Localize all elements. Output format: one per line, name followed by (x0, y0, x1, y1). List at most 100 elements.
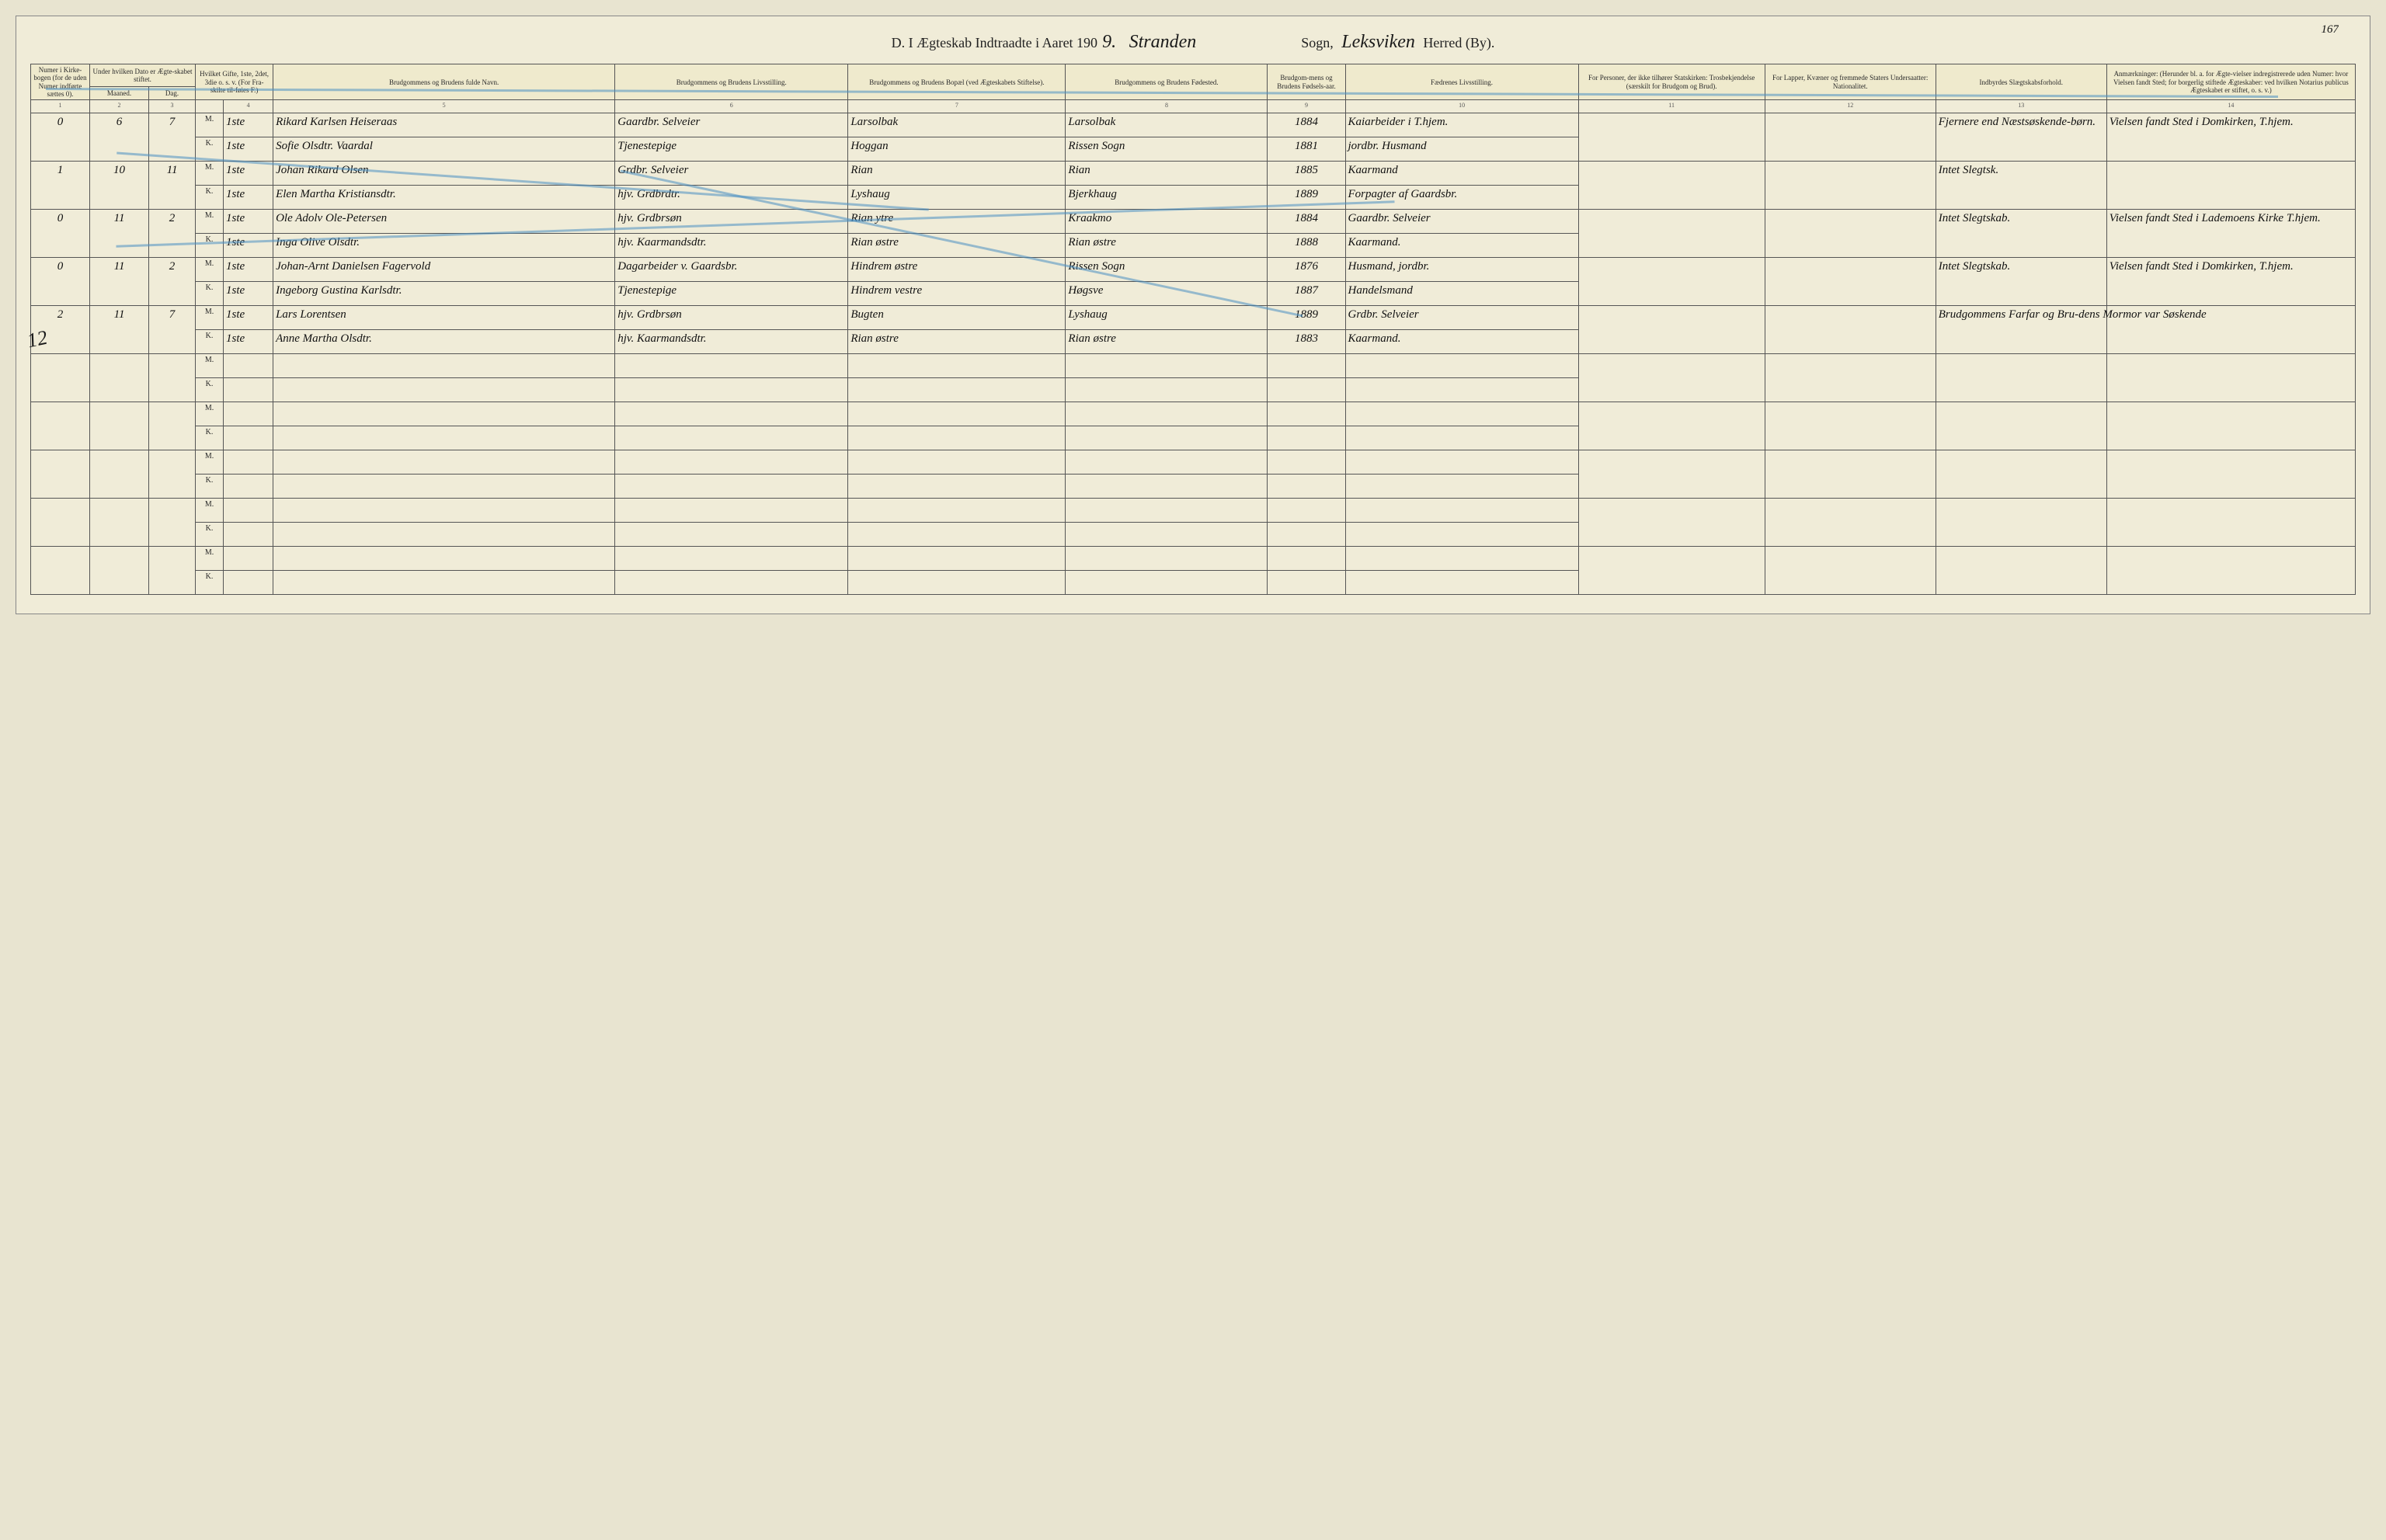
cell-empty (1345, 523, 1578, 547)
cell-empty (1936, 547, 2106, 595)
table-row: 067M.1steRikard Karlsen HeiseraasGaardbr… (31, 113, 2356, 137)
cell-empty (273, 378, 615, 402)
cell-empty (224, 402, 273, 426)
cell-empty (848, 354, 1066, 378)
column-number: 5 (273, 100, 615, 113)
cell-number: 0 (31, 210, 90, 258)
cell-number (31, 450, 90, 499)
cell-residence: Rian ytre (848, 210, 1066, 234)
table-row: 0112M.1steOle Adolv Ole-Petersenhjv. Grd… (31, 210, 2356, 234)
cell-mk: M. (196, 113, 224, 137)
cell-occupation: hjv. Grdbrdtr. (615, 186, 848, 210)
cell-nationality (1765, 113, 1936, 162)
table-row: M. (31, 499, 2356, 523)
cell-empty (1578, 450, 1765, 499)
cell-day: 2 (149, 258, 196, 306)
cell-gifte: 1ste (224, 234, 273, 258)
cell-empty (273, 523, 615, 547)
cell-empty (1578, 402, 1765, 450)
title-prefix: D. I Ægteskab Indtraadte i Aaret 190 (892, 35, 1097, 50)
cell-month (90, 402, 149, 450)
cell-empty (1345, 426, 1578, 450)
cell-father: Gaardbr. Selveier (1345, 210, 1578, 234)
cell-remarks: Vielsen fandt Sted i Lademoens Kirke T.h… (2106, 210, 2355, 258)
cell-empty (224, 426, 273, 450)
cell-day (149, 354, 196, 402)
cell-number: 1 (31, 162, 90, 210)
cell-mk: K. (196, 282, 224, 306)
cell-confession (1578, 210, 1765, 258)
cell-name: Johan Rikard Olsen (273, 162, 615, 186)
cell-birthplace: Rissen Sogn (1066, 258, 1268, 282)
cell-nationality (1765, 210, 1936, 258)
cell-empty (224, 378, 273, 402)
cell-empty (1936, 354, 2106, 402)
th-13: For Lapper, Kvæner og fremmede Staters U… (1765, 64, 1936, 100)
cell-empty (1765, 499, 1936, 547)
cell-empty (1345, 547, 1578, 571)
cell-empty (1345, 475, 1578, 499)
cell-relation: Fjernere end Næstsøskende-børn. (1936, 113, 2106, 162)
cell-occupation: hjv. Grdbrsøn (615, 306, 848, 330)
cell-birthyear: 1889 (1268, 186, 1345, 210)
cell-number (31, 402, 90, 450)
column-number: 9 (1268, 100, 1345, 113)
cell-father: Handelsmand (1345, 282, 1578, 306)
cell-empty (273, 426, 615, 450)
title-year-suffix: 9. (1097, 32, 1121, 52)
cell-mk: K. (196, 426, 224, 450)
cell-mk: M. (196, 547, 224, 571)
cell-mk: K. (196, 523, 224, 547)
cell-name: Inga Olive Olsdtr. (273, 234, 615, 258)
cell-mk: M. (196, 210, 224, 234)
cell-empty (615, 547, 848, 571)
column-number: 13 (1936, 100, 2106, 113)
cell-empty (615, 354, 848, 378)
th-3: Maaned. (90, 87, 149, 100)
cell-empty (1268, 571, 1345, 595)
cell-empty (1268, 354, 1345, 378)
table-row: 2117M.1steLars Lorentsenhjv. GrdbrsønBug… (31, 306, 2356, 330)
cell-mk: M. (196, 499, 224, 523)
cell-relation: Brudgommens Farfar og Bru-dens Mormor va… (1936, 306, 2106, 354)
cell-day: 2 (149, 210, 196, 258)
cell-empty (1268, 523, 1345, 547)
cell-father: jordbr. Husmand (1345, 137, 1578, 162)
table-row: 0112M.1steJohan-Arnt Danielsen Fagervold… (31, 258, 2356, 282)
cell-occupation: Dagarbeider v. Gaardsbr. (615, 258, 848, 282)
cell-month (90, 499, 149, 547)
cell-occupation: hjv. Kaarmandsdtr. (615, 234, 848, 258)
cell-mk: K. (196, 137, 224, 162)
cell-remarks: Vielsen fandt Sted i Domkirken, T.hjem. (2106, 258, 2355, 306)
th-5: Hvilket Gifte, 1ste, 2det, 3die o. s. v.… (196, 64, 273, 100)
cell-empty (1268, 426, 1345, 450)
cell-empty (273, 475, 615, 499)
cell-empty (848, 523, 1066, 547)
cell-month: 10 (90, 162, 149, 210)
cell-birthplace: Rian østre (1066, 234, 1268, 258)
cell-empty (1345, 402, 1578, 426)
cell-empty (848, 378, 1066, 402)
cell-month (90, 450, 149, 499)
cell-empty (1345, 450, 1578, 475)
cell-empty (2106, 450, 2355, 499)
cell-empty (273, 402, 615, 426)
cell-empty (1268, 547, 1345, 571)
cell-day (149, 499, 196, 547)
cell-empty (273, 499, 615, 523)
cell-empty (1765, 402, 1936, 450)
cell-empty (224, 571, 273, 595)
cell-name: Rikard Karlsen Heiseraas (273, 113, 615, 137)
cell-residence: Hoggan (848, 137, 1066, 162)
table-row: M. (31, 547, 2356, 571)
cell-birthyear: 1889 (1268, 306, 1345, 330)
cell-empty (848, 426, 1066, 450)
ledger-table: Numer i Kirke-bogen (for de uden Numer i… (30, 64, 2356, 595)
cell-empty (273, 571, 615, 595)
column-number: 12 (1765, 100, 1936, 113)
cell-residence: Rian østre (848, 234, 1066, 258)
cell-birthplace: Kraakmo (1066, 210, 1268, 234)
cell-gifte: 1ste (224, 258, 273, 282)
cell-occupation: hjv. Kaarmandsdtr. (615, 330, 848, 354)
cell-empty (615, 402, 848, 426)
